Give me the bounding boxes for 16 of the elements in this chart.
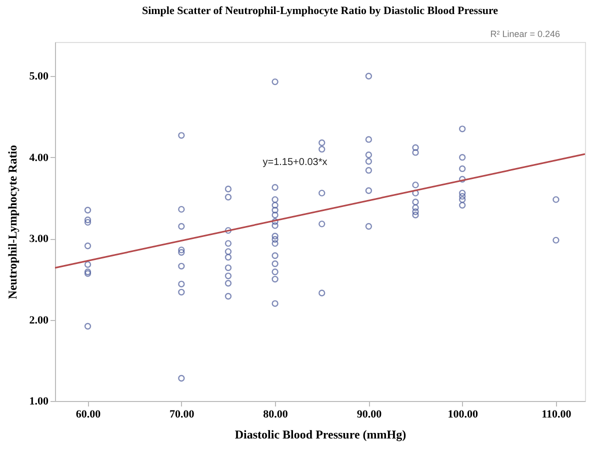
chart-title: Simple Scatter of Neutrophil-Lymphocyte Ratio by Diastolic Blood Pressure: [142, 5, 498, 17]
x-tick-label: 80.00: [263, 408, 288, 420]
x-tick-label: 70.00: [170, 408, 195, 420]
y-tick-label: 2.00: [29, 314, 49, 326]
x-tick-label: 60.00: [76, 408, 102, 420]
y-tick-label: 1.00: [29, 396, 49, 408]
y-tick-label: 5.00: [29, 70, 49, 83]
y-axis-title: Neutrophil-Lymphocyte Ratio: [5, 144, 20, 300]
y-tick-label: 3.00: [29, 233, 49, 246]
text: R² Linear = 0.246: [490, 29, 560, 39]
x-tick-label: 90.00: [356, 408, 382, 420]
x-axis-title: Diastolic Blood Pressure (mmHg): [234, 428, 406, 442]
annotation: y=1.15+0.03*x: [262, 157, 328, 168]
y-tick-label: 4.00: [29, 152, 49, 164]
x-tick-label: 100.00: [448, 408, 478, 420]
x-tick-label: 110.00: [542, 408, 572, 420]
